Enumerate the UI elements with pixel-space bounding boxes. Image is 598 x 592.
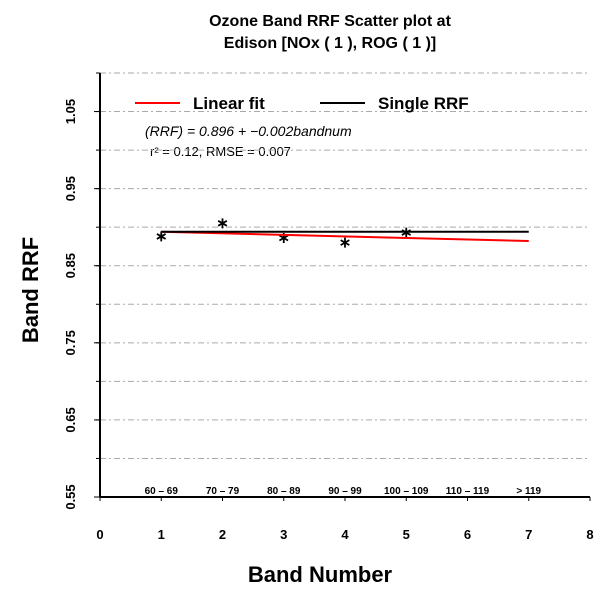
y-tick-label: 0.75 (63, 330, 78, 355)
category-label: 110 – 119 (446, 486, 490, 497)
category-label: 70 – 79 (206, 486, 240, 497)
data-point (217, 218, 228, 229)
y-tick-label: 0.55 (63, 484, 78, 509)
x-tick-label: 8 (586, 527, 593, 542)
x-tick-label: 1 (158, 527, 165, 542)
chart-title: Ozone Band RRF Scatter plot at (209, 13, 451, 30)
y-tick-label: 0.65 (63, 407, 78, 432)
y-tick-label: 0.85 (63, 253, 78, 278)
chart-title: Edison [NOx ( 1 ), ROG ( 1 )] (224, 35, 436, 52)
x-tick-label: 3 (280, 527, 287, 542)
data-point (156, 231, 167, 242)
legend-label: Single RRF (378, 94, 469, 113)
category-label: 60 – 69 (145, 486, 179, 497)
category-label: 100 – 109 (384, 486, 429, 497)
y-tick-label: 0.95 (63, 176, 78, 201)
category-label: 80 – 89 (267, 486, 301, 497)
x-tick-label: 2 (219, 527, 226, 542)
x-tick-label: 4 (341, 527, 349, 542)
x-tick-label: 0 (96, 527, 103, 542)
fit-equation: (RRF) = 0.896 + −0.002bandnum (145, 123, 352, 139)
x-axis-title: Band Number (248, 562, 393, 587)
category-label: 90 – 99 (328, 486, 362, 497)
x-tick-label: 7 (525, 527, 532, 542)
legend-label: Linear fit (193, 94, 265, 113)
category-label: > 119 (516, 486, 541, 497)
x-tick-label: 5 (403, 527, 410, 542)
y-tick-label: 1.05 (63, 99, 78, 124)
fit-line (161, 230, 529, 243)
x-tick-label: 6 (464, 527, 471, 542)
y-axis-title: Band RRF (18, 237, 43, 343)
data-point (340, 237, 350, 248)
fit-stats: r² = 0.12, RMSE = 0.007 (150, 144, 291, 159)
